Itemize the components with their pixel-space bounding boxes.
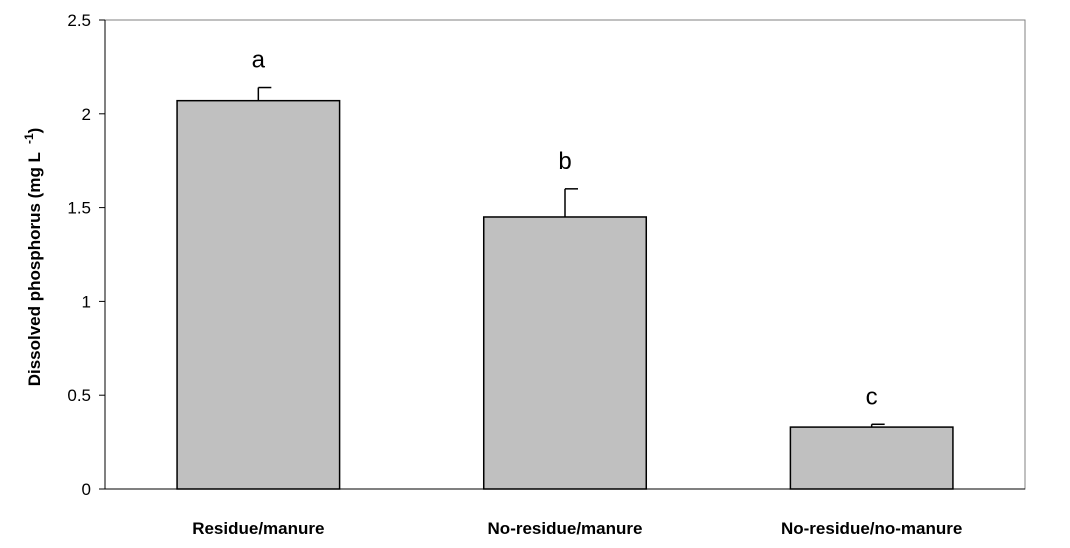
x-category-label: No-residue/manure bbox=[488, 519, 643, 538]
y-axis-label: Dissolved phosphorus (mg L -1) bbox=[22, 128, 44, 387]
bar bbox=[482, 216, 648, 490]
bars-group: a b c bbox=[176, 47, 954, 490]
significance-letter: a bbox=[252, 47, 266, 74]
y-tick-label: 0.5 bbox=[67, 386, 91, 405]
x-category-label: Residue/manure bbox=[192, 519, 324, 538]
bar bbox=[176, 99, 341, 490]
bar bbox=[789, 426, 954, 490]
y-tick-label: 0 bbox=[82, 480, 91, 499]
y-axis-label-close: ) bbox=[25, 128, 44, 134]
y-tick-label: 1.5 bbox=[67, 199, 91, 218]
y-axis-label-superscript: -1 bbox=[22, 133, 36, 144]
significance-letter: b bbox=[558, 148, 571, 175]
significance-letter: c bbox=[866, 383, 878, 410]
x-category-label: No-residue/no-manure bbox=[781, 519, 962, 538]
y-tick-label: 1 bbox=[82, 292, 91, 311]
y-tick-label: 2 bbox=[82, 105, 91, 124]
y-axis-label-main: Dissolved phosphorus (mg L bbox=[25, 152, 44, 386]
x-axis-labels: Residue/manure No-residue/manure No-residu… bbox=[192, 519, 962, 538]
y-tick-label: 2.5 bbox=[67, 11, 91, 30]
